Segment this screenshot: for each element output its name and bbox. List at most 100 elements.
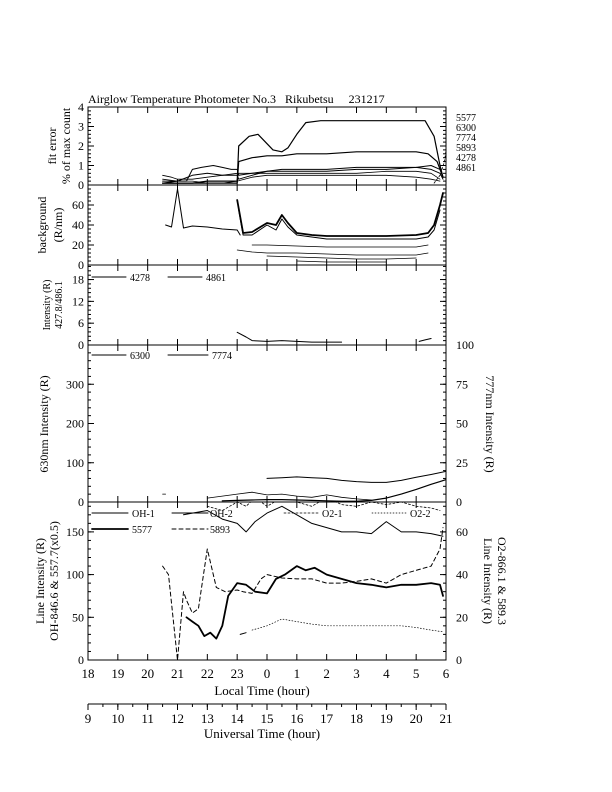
- legend-label-5577: 5577: [132, 525, 152, 536]
- fit-error-ylabel-2: % of max count: [59, 107, 73, 184]
- fit-error-label-5577: 5577: [456, 113, 476, 124]
- local-time-tick-18: 18: [82, 666, 95, 681]
- ytick-label-fit-error-0: 0: [78, 178, 84, 192]
- legend-label-O2-1: O2-1: [322, 509, 343, 520]
- series-red-green-6300: [266, 470, 446, 483]
- blue-lines-ylabel-2: 427.8/486.1: [54, 281, 65, 329]
- ytick-label-red-green-100: 100: [66, 456, 84, 470]
- panel-blue-lines: 0 6 12 18: [72, 265, 447, 352]
- local-time-tick-6: 6: [443, 666, 450, 681]
- local-time-tick-21: 21: [171, 666, 184, 681]
- series-background-trace2: [238, 209, 441, 240]
- ytick-label-red-green-0: 0: [78, 495, 84, 509]
- oh-o2-ylabel-left-2: OH-846.6 & 557.7(x0.5): [47, 521, 61, 641]
- series-red-green-trace2: [206, 491, 372, 501]
- ytick-right-label-oh-o2-60: 60: [456, 525, 468, 539]
- fit-error-label-6300: 6300: [456, 123, 476, 134]
- ytick-label-red-green-200: 200: [66, 417, 84, 431]
- ytick-label-blue-lines-12: 12: [72, 294, 84, 308]
- ytick-right-label-oh-o2-20: 20: [456, 610, 468, 624]
- ut-tick-16: 16: [290, 711, 304, 726]
- ut-tick-19: 19: [380, 711, 393, 726]
- series-background-trace1: [236, 192, 444, 237]
- fit-error-ylabel-1: fit error: [45, 128, 59, 165]
- ytick-label-oh-o2-100: 100: [66, 568, 84, 582]
- ut-tick-12: 12: [171, 711, 184, 726]
- ut-tick-9: 9: [85, 711, 92, 726]
- local-time-axis-label: Local Time (hour): [214, 683, 309, 698]
- ytick-right-label-red-green-75: 75: [456, 377, 468, 391]
- ytick-label-fit-error-2: 2: [78, 139, 84, 153]
- fit-error-label-4278: 4278: [456, 153, 476, 164]
- ytick-right-label-red-green-50: 50: [456, 417, 468, 431]
- ut-tick-20: 20: [410, 711, 423, 726]
- ut-tick-13: 13: [201, 711, 214, 726]
- series-blue-lines-4861: [418, 338, 432, 342]
- series-fit-error-4278: [162, 170, 441, 180]
- red-green-ylabel-left: 630nm Intensity (R): [37, 375, 51, 472]
- red-green-ylabel-right: 777nm Intensity (R): [483, 375, 497, 472]
- series-red-green-7774: [221, 479, 446, 502]
- ytick-label-red-green-300: 300: [66, 377, 84, 391]
- legend-label-4278: 4278: [130, 273, 150, 284]
- local-time-tick-20: 20: [141, 666, 154, 681]
- legend-label-4861: 4861: [206, 273, 226, 284]
- series-oh-o2-trace4: [206, 502, 441, 511]
- series-group-fit-error: [162, 120, 446, 184]
- series-group-background: [165, 188, 444, 263]
- ut-tick-17: 17: [320, 711, 334, 726]
- ytick-label-blue-lines-0: 0: [78, 338, 84, 352]
- universal-time-axis-label: Universal Time (hour): [204, 726, 320, 741]
- local-time-tick-4: 4: [383, 666, 390, 681]
- legend-label-5893: 5893: [210, 525, 230, 536]
- ytick-right-label-red-green-100: 100: [456, 338, 474, 352]
- series-oh-o2-5577: [185, 565, 444, 640]
- series-group-red-green: [162, 470, 446, 502]
- local-time-tick-19: 19: [111, 666, 124, 681]
- series-fit-error-4861: [162, 174, 441, 184]
- legend-label-7774: 7774: [212, 351, 232, 362]
- ytick-label-background-40: 40: [72, 218, 84, 232]
- ut-tick-21: 21: [440, 711, 453, 726]
- oh-o2-ylabel-right-2: O2-866.1 & 589.3: [495, 537, 509, 625]
- background-ylabel-1: background: [35, 197, 49, 254]
- panel-fit-error: 0 1 2 3 4: [78, 100, 447, 192]
- ytick-label-fit-error-3: 3: [78, 120, 84, 134]
- oh-o2-ylabel-left-1: Line Intensity (R): [33, 538, 47, 624]
- series-background-trace3: [251, 244, 429, 248]
- series-oh-o2-trace3: [251, 618, 444, 633]
- series-background-trace4: [236, 249, 429, 256]
- ytick-right-label-red-green-0: 0: [456, 495, 462, 509]
- series-group-blue-lines: [236, 331, 432, 343]
- ytick-label-background-60: 60: [72, 198, 84, 212]
- series-fit-error-5893: [162, 165, 444, 182]
- ytick-label-oh-o2-50: 50: [72, 610, 84, 624]
- ytick-label-background-20: 20: [72, 238, 84, 252]
- legend-label-O2-2: O2-2: [410, 509, 431, 520]
- ytick-label-fit-error-4: 4: [78, 100, 84, 114]
- local-time-tick-1: 1: [294, 666, 301, 681]
- background-ylabel-2: (R/nm): [51, 208, 65, 243]
- ytick-right-label-oh-o2-40: 40: [456, 568, 468, 582]
- local-time-tick-5: 5: [413, 666, 420, 681]
- series-group-oh-o2: [162, 502, 444, 660]
- ytick-label-background-0: 0: [78, 258, 84, 272]
- panel-background: 0 20 40 60: [72, 184, 447, 272]
- ut-tick-11: 11: [141, 711, 154, 726]
- ytick-label-oh-o2-150: 150: [66, 525, 84, 539]
- plot-layer: 0123402040600612180100200300025507510005…: [66, 100, 474, 667]
- ytick-right-label-oh-o2-0: 0: [456, 653, 462, 667]
- series-oh-o2-trace5: [239, 632, 247, 635]
- ut-tick-18: 18: [350, 711, 363, 726]
- panel-red-green: 0 100 200 300 0 25 50 75 100: [66, 338, 474, 509]
- series-fit-error-5577: [162, 120, 444, 184]
- panel-oh-o2: 0 50 100 150 0 20 40 60: [66, 502, 468, 667]
- series-blue-lines-4278: [236, 331, 343, 343]
- legend-label-6300: 6300: [130, 351, 150, 362]
- series-oh-o2-trace2: [162, 527, 444, 660]
- legend-label-OH-2: OH-2: [210, 509, 233, 520]
- series-background-trace5: [266, 255, 417, 260]
- series-background-trace6: [296, 260, 387, 263]
- local-time-tick-3: 3: [353, 666, 360, 681]
